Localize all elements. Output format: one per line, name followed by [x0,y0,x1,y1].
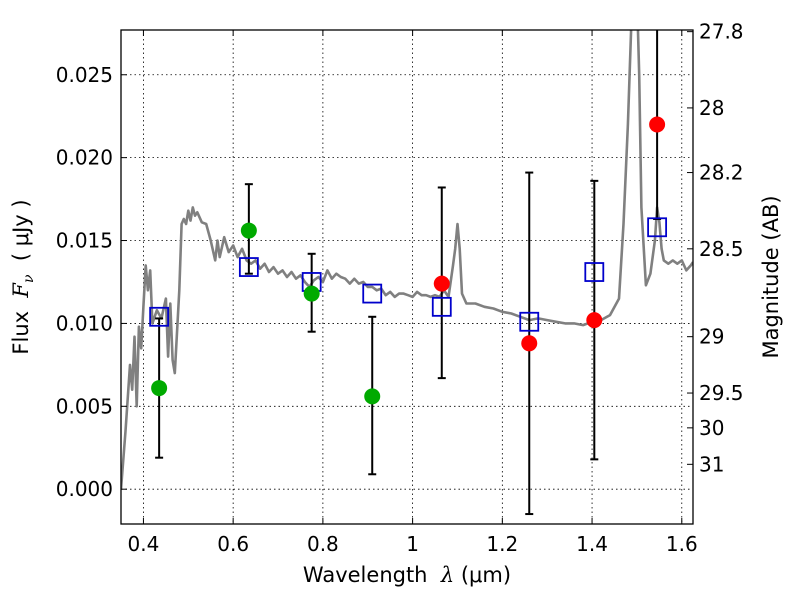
y2-tick-label: 27.8 [699,20,744,44]
green-flux-point [303,285,320,302]
y-tick-label: 0.015 [56,229,113,253]
y2-tick-label: 28 [699,96,724,120]
red-flux-point [521,335,538,352]
x-tick-label: 1.4 [576,532,608,556]
x-tick-label: 1.2 [486,532,518,556]
model-spectrum-line [121,30,693,490]
red-flux-point [433,275,450,292]
model-flux-square [519,311,540,332]
y-tick-label: 0.010 [56,311,113,335]
points-layer [149,116,668,405]
y2-tick-label: 30 [699,416,724,440]
grid-lines [121,30,693,524]
x-tick-label: 1.6 [666,532,698,556]
x-tick-label: 0.6 [217,532,249,556]
x-tick-label: 0.4 [128,532,160,556]
y2-tick-label: 28.5 [699,237,744,261]
model-flux-square [149,306,170,327]
y2-tick-label: 31 [699,452,724,476]
model-flux-square [362,283,383,304]
green-flux-point [151,380,168,397]
y2-tick-label: 28.2 [699,161,744,185]
error-bars-layer [155,30,662,516]
x-tick-label: 1 [406,532,419,556]
y-axis-label: Flux Fν ( μJy ) [9,199,37,354]
model-flux-square [584,262,605,282]
x-tick-label: 0.8 [307,532,339,556]
y-tick-label: 0.000 [56,477,113,501]
y2-axis-label: Magnitude (AB) [759,195,783,358]
y-tick-label: 0.005 [56,394,113,418]
y2-axis-ticks: 27.8 28 28.2 28.5 29 29.5 30 31 [687,20,744,476]
y-tick-label: 0.025 [56,63,113,87]
y-tick-label: 0.020 [56,146,113,170]
plot-frame [120,29,694,525]
red-flux-point [649,116,666,133]
red-flux-point [586,312,603,329]
model-flux-square [238,257,259,277]
y-axis-ticks: 0.000 0.005 0.010 0.015 0.020 0.025 [56,63,127,501]
x-axis-label: Wavelength λ (μm) [303,563,511,587]
model-flux-square [647,217,668,238]
green-flux-point [364,388,381,405]
x-axis-ticks: 0.4 0.6 0.8 1 1.2 1.4 1.6 [128,30,698,556]
y2-tick-label: 29.5 [699,381,744,405]
model-flux-square [431,296,452,317]
y2-tick-label: 29 [699,325,724,349]
green-flux-point [240,222,257,239]
model-spectrum-layer [121,30,693,490]
